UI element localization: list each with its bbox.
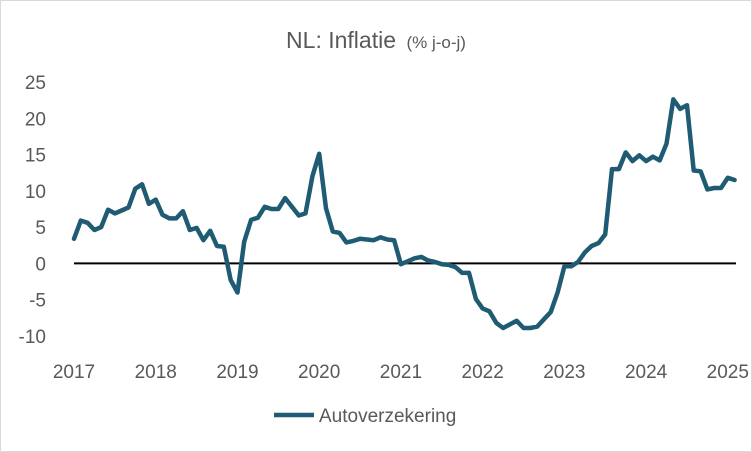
x-tick-label: 2019 — [216, 362, 258, 383]
y-tick-label: 15 — [25, 146, 46, 167]
y-tick-label: 5 — [35, 218, 46, 239]
x-tick-label: 2018 — [135, 362, 177, 383]
chart-title-subtitle: (% j-o-j) — [406, 33, 466, 52]
x-tick-label: 2024 — [625, 362, 668, 383]
y-tick-label: 0 — [35, 254, 46, 275]
series-group — [71, 97, 737, 331]
x-tick-label: 2021 — [380, 362, 422, 383]
y-tick-label: -10 — [19, 327, 46, 348]
y-tick-label: 10 — [25, 182, 46, 203]
y-tick-label: -5 — [29, 291, 46, 312]
legend-label-autoverzekering: Autoverzekering — [319, 406, 456, 427]
y-tick-label: 20 — [25, 109, 46, 130]
y-tick-label: 25 — [25, 73, 46, 94]
y-axis-tick-labels: 25 20 15 10 5 0 -5 -10 — [19, 73, 46, 348]
x-tick-label: 2020 — [298, 362, 340, 383]
x-axis-tick-labels: 2017 2018 2019 2020 2021 2022 2023 2024 2025 — [53, 362, 749, 383]
x-tick-label: 2017 — [53, 362, 95, 383]
x-tick-label: 2023 — [543, 362, 585, 383]
series-line-autoverzekering — [71, 97, 737, 331]
chart-title: NL: Inflatie (% j-o-j) — [286, 27, 466, 53]
x-tick-label: 2025 — [707, 362, 749, 383]
x-tick-label: 2022 — [462, 362, 504, 383]
legend: Autoverzekering — [274, 406, 456, 427]
chart-title-main: NL: Inflatie — [286, 27, 396, 53]
